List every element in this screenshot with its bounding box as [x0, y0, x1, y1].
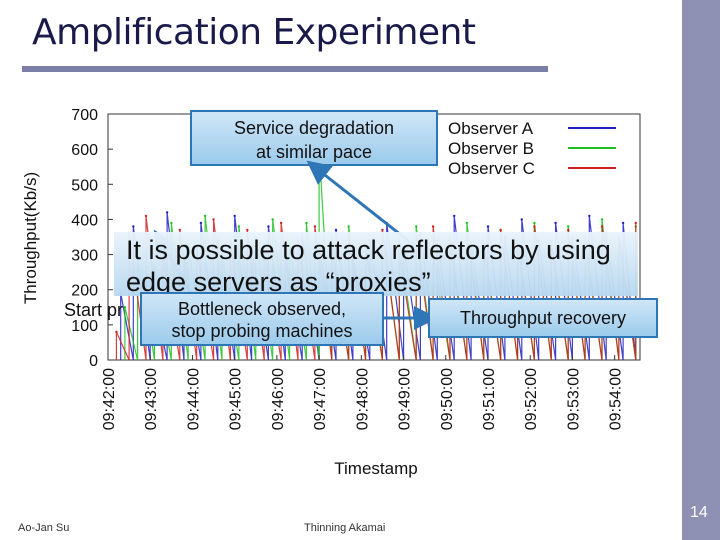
right-side-bar	[682, 0, 720, 540]
x-tick-labels: 09:42:00 09:43:00 09:44:00 09:45:00 09:46:00…	[101, 355, 625, 430]
data-point	[165, 211, 169, 214]
data-point	[381, 228, 384, 232]
main-message-box	[114, 232, 638, 296]
data-point	[453, 214, 456, 218]
x-tick-label: 09:54:00	[608, 368, 625, 430]
data-point	[115, 330, 118, 334]
x-tick-label: 09:43:00	[143, 368, 160, 430]
y-tick-label: 600	[71, 142, 98, 159]
data-point	[486, 225, 490, 228]
bottleneck-line2: stop probing machines	[171, 321, 353, 341]
x-tick-label: 09:47:00	[312, 368, 329, 430]
data-point	[170, 221, 173, 225]
data-point	[600, 225, 604, 228]
data-point	[567, 228, 570, 232]
bottleneck-line1: Bottleneck observed,	[177, 299, 347, 319]
y-tick-label: 700	[71, 107, 98, 124]
x-tick-label: 09:52:00	[523, 368, 540, 430]
slide-title: Amplification Experiment	[32, 12, 476, 53]
main-message: It is possible to attack reflectors by u…	[126, 234, 646, 298]
data-point	[554, 221, 557, 225]
data-point	[267, 225, 270, 228]
data-point	[212, 218, 215, 221]
y-tick-label: 300	[71, 248, 98, 265]
data-point	[533, 221, 536, 225]
main-message-line1: It is possible to attack reflectors by u…	[126, 235, 611, 265]
x-tick-label: 09:50:00	[439, 368, 456, 430]
data-point	[313, 225, 317, 228]
y-tick-label: 500	[71, 177, 98, 194]
y-tick-label: 100	[71, 318, 98, 335]
data-point	[203, 214, 207, 218]
throughput-recovery-callout: Throughput recovery	[428, 298, 658, 338]
footer-author: Ao-Jan Su	[18, 522, 70, 534]
footer-title: Thinning Akamai	[304, 522, 386, 534]
x-axis-label: Timestamp	[334, 459, 417, 478]
x-tick-label: 09:44:00	[185, 368, 202, 430]
y-tick-labels: 0 100 200 300 400 500 600 700	[71, 107, 113, 370]
data-point	[334, 228, 338, 232]
data-point	[305, 221, 308, 225]
data-point	[499, 228, 502, 232]
x-tick-label: 09:51:00	[481, 368, 498, 430]
data-point	[279, 221, 283, 225]
legend-label-observer-c: Observer C	[448, 159, 535, 178]
data-point	[271, 218, 274, 221]
data-point	[567, 225, 570, 228]
data-point	[415, 225, 418, 228]
start-probing-label: Start pr	[64, 300, 124, 320]
data-point	[634, 221, 637, 225]
service-callout-line2: at similar pace	[255, 142, 373, 162]
data-point	[347, 225, 350, 228]
data-point	[144, 214, 148, 218]
bottleneck-callout: Bottleneck observed, stop probing machin…	[140, 292, 384, 346]
data-point	[237, 225, 241, 228]
data-point	[178, 228, 181, 232]
x-tick-label: 09:45:00	[228, 368, 245, 430]
data-point	[588, 214, 591, 218]
x-tick-label: 09:46:00	[270, 368, 287, 430]
y-tick-label: 400	[71, 212, 98, 229]
service-callout-line1: Service degradation	[233, 118, 395, 138]
service-degradation-callout: Service degradation at similar pace	[190, 110, 438, 166]
data-point	[600, 218, 604, 221]
x-tick-label: 09:42:00	[101, 368, 118, 430]
data-point	[132, 225, 135, 228]
x-tick-label: 09:53:00	[565, 368, 582, 430]
data-point	[199, 221, 203, 225]
legend-label-observer-b: Observer B	[448, 139, 534, 158]
x-tick-label: 09:48:00	[354, 368, 371, 430]
data-point	[533, 225, 536, 228]
title-underline	[22, 66, 548, 72]
data-point	[621, 221, 625, 225]
x-tick-label: 09:49:00	[397, 368, 414, 430]
data-point	[520, 218, 523, 221]
data-point	[431, 225, 435, 228]
data-point	[465, 221, 469, 225]
y-tick-label: 200	[71, 283, 98, 300]
y-tick-label: 0	[89, 353, 98, 370]
page-number: 14	[690, 504, 708, 521]
data-point	[123, 306, 127, 309]
y-axis-label: Throughput(Kb/s)	[21, 172, 40, 304]
legend-label-observer-a: Observer A	[448, 119, 534, 138]
data-point	[246, 228, 249, 232]
data-point	[233, 214, 236, 218]
